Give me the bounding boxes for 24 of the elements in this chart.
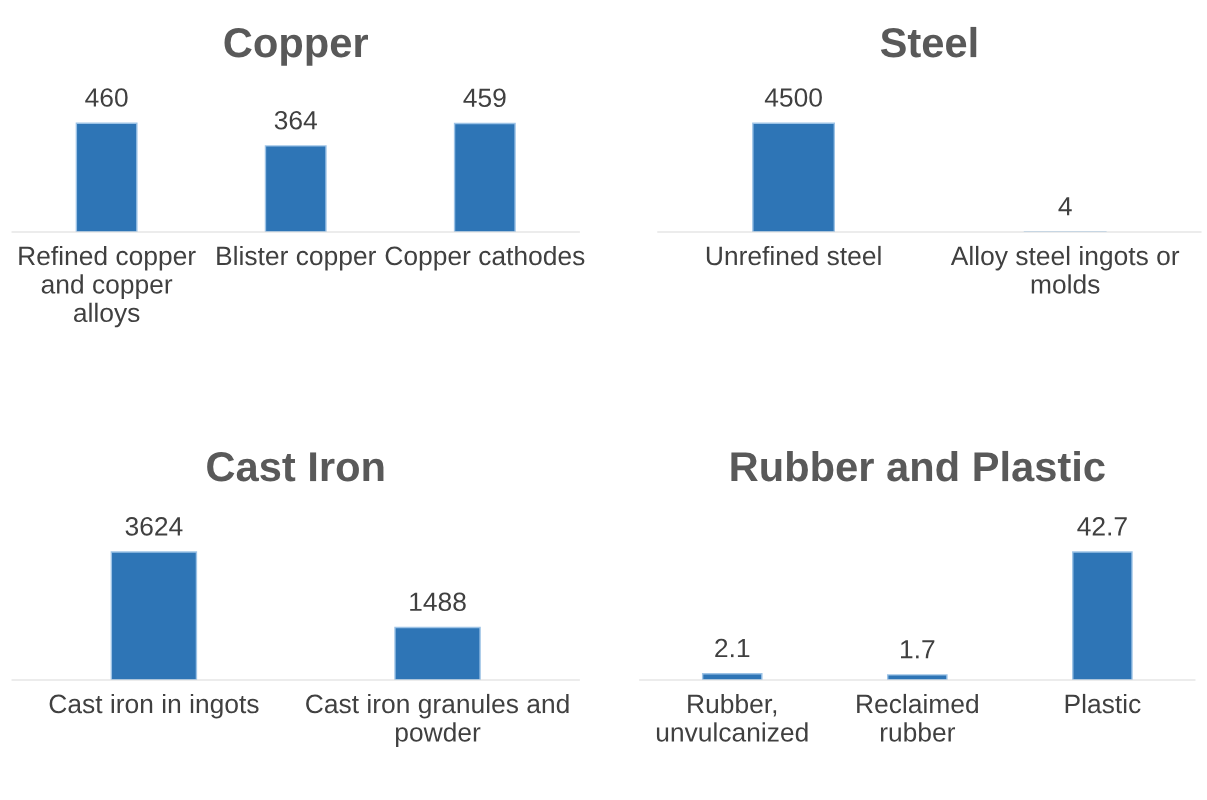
x-tick-label: Blister copper bbox=[217, 245, 376, 271]
data-label: 4500 bbox=[764, 88, 822, 107]
x-tick-label: Cast iron granules and powder bbox=[306, 693, 569, 747]
data-label: 3624 bbox=[125, 516, 183, 536]
x-tick-label: Alloy steel ingots or molds bbox=[950, 245, 1180, 294]
x-tick-label: Refined copper and copper alloys bbox=[19, 245, 196, 328]
x-tick-label: Plastic bbox=[1065, 693, 1141, 714]
x-tick-label: Reclaimed rubber bbox=[857, 693, 978, 742]
chart-title: Cast Iron bbox=[207, 452, 384, 482]
data-label: 459 bbox=[463, 88, 506, 108]
data-label: 364 bbox=[274, 110, 317, 130]
x-tick-label: Copper cathodes bbox=[385, 245, 585, 271]
data-label: 460 bbox=[85, 88, 128, 107]
data-label: 1.7 bbox=[900, 640, 935, 659]
data-label: 4 bbox=[1058, 197, 1072, 216]
data-label: 2.1 bbox=[715, 638, 750, 658]
data-label: 42.7 bbox=[1077, 516, 1127, 536]
chart-title: Copper bbox=[224, 28, 369, 66]
x-tick-label: Unrefined steel bbox=[706, 245, 881, 266]
chart-title: Steel bbox=[880, 26, 977, 58]
data-label: 1488 bbox=[410, 592, 466, 612]
chart-title: Rubber and Plastic bbox=[731, 450, 1105, 482]
x-tick-label: Rubber, unvulcanized bbox=[656, 693, 808, 742]
x-tick-label: Cast iron in ingots bbox=[49, 693, 259, 719]
